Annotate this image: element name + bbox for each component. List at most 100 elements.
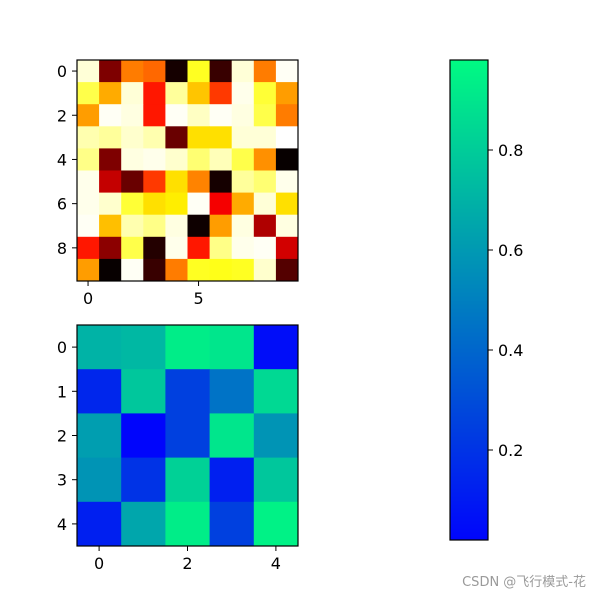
colorbar-segment <box>450 512 488 517</box>
colorbar-segment <box>450 128 488 133</box>
heatmap-cell <box>187 236 210 260</box>
colorbar-segment <box>450 412 488 417</box>
colorbar: 0.2 0.4 0.6 0.8 <box>449 59 523 541</box>
heatmap-hot: 0 5 0 2 4 6 8 <box>57 59 299 308</box>
heatmap-cell <box>187 214 210 238</box>
heatmap-cell <box>231 126 255 149</box>
y-tick-label: 0 <box>57 62 67 81</box>
colorbar-segment <box>450 356 488 361</box>
heatmap-cell <box>165 214 188 238</box>
colorbar-segment <box>450 264 488 269</box>
colorbar-segment <box>450 368 488 373</box>
x-tick-label: 0 <box>94 554 104 573</box>
colorbar-segment <box>450 156 488 161</box>
colorbar-segment <box>450 336 488 341</box>
y-tick-label: 2 <box>57 106 67 125</box>
heatmap-cell <box>165 369 210 414</box>
heatmap-cell <box>99 60 122 83</box>
heatmap-cell <box>99 126 122 149</box>
colorbar-segment <box>450 480 488 485</box>
heatmap-cell <box>77 457 122 503</box>
heatmap-cell <box>121 258 144 282</box>
heatmap-cell <box>99 192 122 216</box>
heatmap-cell <box>77 104 100 127</box>
colorbar-segment <box>450 252 488 257</box>
heatmap-cell <box>143 148 166 171</box>
colorbar-segment <box>450 88 488 93</box>
heatmap-cell <box>209 369 255 414</box>
heatmap-cell <box>209 325 255 370</box>
colorbar-segment <box>450 344 488 349</box>
colorbar-segment <box>450 188 488 193</box>
heatmap-cell <box>99 104 122 127</box>
heatmap-cell <box>165 325 210 370</box>
heatmap-cell <box>187 170 210 193</box>
colorbar-segment <box>450 60 488 65</box>
x-tick-label: 4 <box>271 554 281 573</box>
heatmap-cell <box>275 170 299 193</box>
colorbar-segment <box>450 284 488 289</box>
colorbar-segment <box>450 316 488 321</box>
heatmap-cell <box>143 82 166 105</box>
colorbar-segment <box>450 232 488 237</box>
colorbar-segment <box>450 176 488 181</box>
colorbar-frame <box>449 59 489 541</box>
heatmap-cell <box>231 170 255 193</box>
heatmap-cell <box>165 170 188 193</box>
heatmap-cell <box>121 126 144 149</box>
x-tick-label: 5 <box>193 289 203 308</box>
colorbar-segment <box>450 92 488 97</box>
colorbar-segment <box>450 248 488 253</box>
heatmap-cell <box>253 325 299 370</box>
colorbar-segment <box>450 312 488 317</box>
y-tick-label: 8 <box>57 239 67 258</box>
colorbar-segment <box>450 140 488 145</box>
colorbar-segment <box>450 328 488 333</box>
colorbar-segment <box>450 392 488 397</box>
x-tick-label: 0 <box>83 289 93 308</box>
colorbar-segment <box>450 236 488 241</box>
heatmap-cell <box>143 192 166 216</box>
colorbar-tick-label: 0.4 <box>498 341 523 360</box>
heatmap-cell <box>253 170 277 193</box>
colorbar-segment <box>450 132 488 137</box>
heatmap-cell <box>121 104 144 127</box>
colorbar-segment <box>450 84 488 89</box>
heatmap-cell <box>275 192 299 216</box>
colorbar-segment <box>450 100 488 105</box>
heatmap-cell <box>209 192 233 216</box>
colorbar-segment <box>450 240 488 245</box>
heatmap-cell <box>165 60 188 83</box>
colorbar-segment <box>450 160 488 165</box>
colorbar-segment <box>450 148 488 153</box>
colorbar-segment <box>450 208 488 213</box>
colorbar-tick-label: 0.6 <box>498 241 523 260</box>
heatmap-cell <box>187 192 210 216</box>
colorbar-segment <box>450 516 488 521</box>
colorbar-segment <box>450 204 488 209</box>
colorbar-segment <box>450 104 488 109</box>
heatmap-cell <box>99 258 122 282</box>
colorbar-segment <box>450 508 488 513</box>
colorbar-segment <box>450 324 488 329</box>
colorbar-segment <box>450 256 488 261</box>
heatmap-cell <box>143 258 166 282</box>
heatmap-cell <box>209 214 233 238</box>
colorbar-segment <box>450 96 488 101</box>
heatmap-cell <box>99 148 122 171</box>
heatmap-cell <box>187 126 210 149</box>
heatmap-cell <box>143 126 166 149</box>
colorbar-segment <box>450 388 488 393</box>
heatmap-cell <box>253 214 277 238</box>
colorbar-segment <box>450 68 488 73</box>
heatmap-cell <box>165 457 210 503</box>
colorbar-segment <box>450 488 488 493</box>
colorbar-segment <box>450 80 488 85</box>
heatmap-cell <box>253 413 299 458</box>
heatmap-cell <box>253 369 299 414</box>
heatmap-cell <box>143 236 166 260</box>
heatmap-cell <box>253 457 299 503</box>
heatmap-cell <box>77 325 122 370</box>
colorbar-segment <box>450 500 488 505</box>
heatmap-cell <box>231 148 255 171</box>
